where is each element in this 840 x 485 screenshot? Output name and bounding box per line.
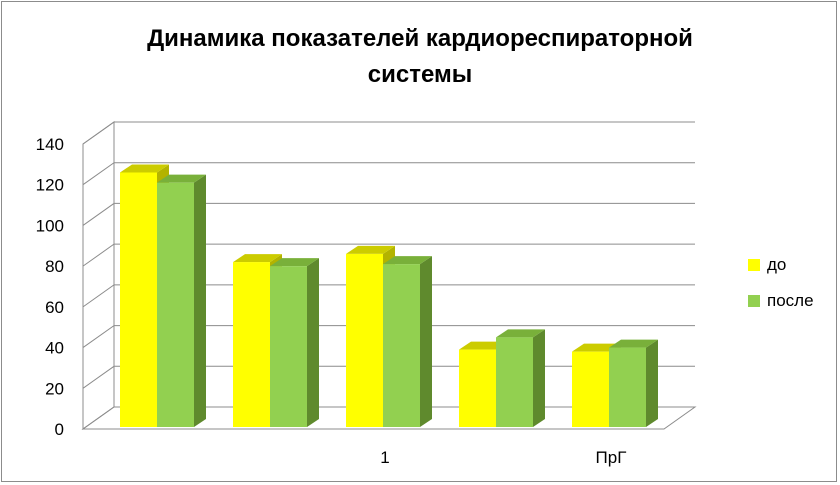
y-tick-label: 0 — [55, 420, 64, 439]
legend-swatch — [748, 295, 760, 307]
y-tick-label: 100 — [36, 216, 64, 235]
gridline — [82, 243, 695, 267]
gridline — [82, 325, 695, 348]
y-tick-label: 40 — [45, 339, 64, 358]
legend-swatch — [748, 259, 760, 271]
gridline — [82, 121, 695, 145]
bar — [270, 258, 319, 427]
legend-label: после — [767, 291, 814, 310]
y-tick-label: 20 — [45, 379, 64, 398]
legend-item: после — [748, 291, 814, 310]
bar — [383, 256, 432, 427]
bar — [609, 339, 658, 427]
x-tick-label: ПрГ — [596, 448, 627, 467]
side-wall — [82, 121, 115, 430]
y-tick-label: 120 — [36, 176, 64, 195]
y-tick-label: 60 — [45, 298, 64, 317]
legend-label: до — [767, 255, 786, 274]
bar — [496, 329, 545, 427]
legend-item: до — [748, 255, 786, 274]
gridline — [82, 284, 695, 308]
chart-title-line-2: системы — [368, 61, 472, 88]
gridline — [82, 202, 695, 226]
chart-title-line-1: Динамика показателей кардиореспираторной — [147, 25, 693, 52]
y-tick-label: 140 — [36, 135, 64, 154]
bar — [157, 174, 206, 427]
x-tick-label: 1 — [380, 448, 389, 467]
gridline — [82, 162, 695, 186]
y-tick-label: 80 — [45, 257, 64, 276]
